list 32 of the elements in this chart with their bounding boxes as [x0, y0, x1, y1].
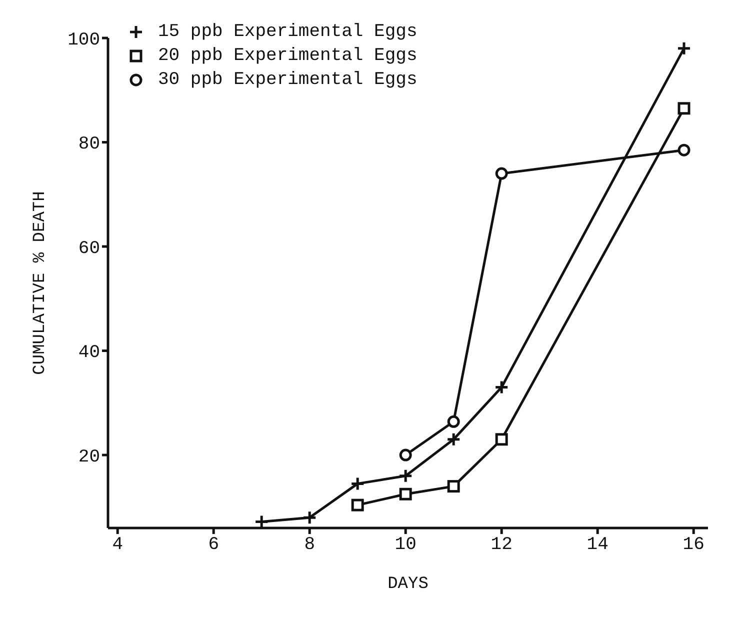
y-tick-label: 80 [78, 134, 100, 155]
y-tick-label: 100 [68, 30, 100, 50]
point [399, 448, 412, 462]
point [447, 415, 460, 428]
point [495, 167, 508, 180]
point [351, 498, 364, 512]
point [495, 433, 508, 446]
y-tick-label: 20 [78, 447, 100, 468]
x-tick-label: 4 [112, 534, 124, 555]
point [447, 480, 460, 493]
x-axis-title: DAYS [388, 575, 428, 594]
x-tick-label: 16 [682, 534, 704, 555]
x-tick-label: 6 [208, 534, 220, 555]
y-tick-label: 40 [78, 343, 100, 364]
point [678, 102, 690, 115]
point [678, 144, 690, 156]
legend-label: 30 ppb Experimental Eggs [158, 69, 418, 92]
y-axis-title: CUMULATIVE % DEATH [31, 191, 50, 375]
point [676, 41, 692, 56]
x-tick-label: 12 [490, 534, 512, 555]
y-tick-label: 60 [78, 238, 100, 259]
point [399, 488, 412, 500]
legend-label: 20 ppb Experimental Eggs [158, 45, 418, 68]
point [494, 380, 509, 395]
x-tick-label: 14 [586, 534, 608, 555]
point [398, 468, 413, 484]
legend-label: 15 ppb Experimental Eggs [158, 21, 418, 44]
point [254, 514, 269, 528]
x-tick-label: 8 [304, 534, 316, 555]
point [446, 432, 461, 447]
x-tick-label: 10 [394, 534, 416, 555]
point [350, 476, 365, 491]
